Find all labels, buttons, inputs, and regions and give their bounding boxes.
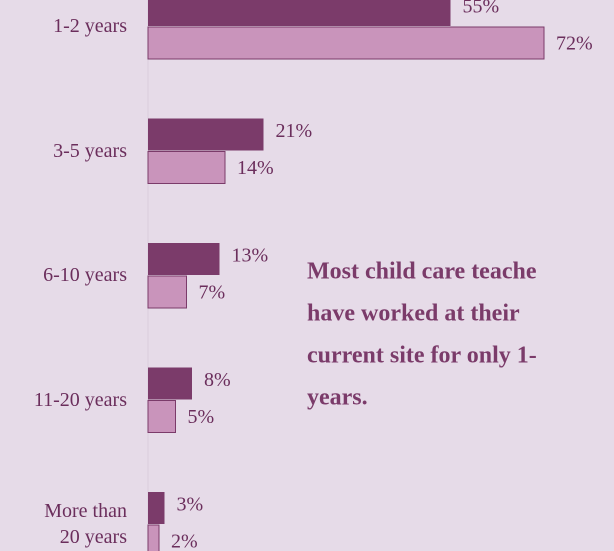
annotation: Most child care teache — [307, 259, 537, 285]
value-label: 21% — [276, 120, 313, 142]
bar — [148, 367, 192, 400]
value-label: 8% — [204, 369, 231, 391]
bar — [148, 243, 220, 275]
value-label: 3% — [177, 494, 204, 516]
annotation: current site for only 1- — [307, 343, 537, 369]
bar — [147, 151, 226, 184]
value-label: 13% — [232, 245, 269, 267]
bar — [147, 26, 545, 60]
bar — [148, 118, 264, 151]
bar — [147, 524, 160, 551]
category-label: More than 20 years — [44, 500, 127, 548]
annotation: years. — [307, 385, 368, 411]
value-label: 5% — [188, 406, 215, 428]
bar — [148, 492, 165, 524]
value-label: 7% — [199, 282, 226, 304]
category-label: 3-5 years — [53, 139, 127, 162]
category-label: 11-20 years — [33, 388, 127, 411]
value-label: 2% — [171, 531, 198, 551]
value-label: 14% — [237, 157, 274, 179]
category-label: 1-2 years — [53, 15, 127, 37]
annotation: have worked at their — [307, 301, 520, 327]
value-label: 55% — [463, 0, 500, 18]
bar — [148, 0, 451, 26]
bar — [147, 275, 187, 309]
bar — [147, 400, 176, 433]
value-label: 72% — [556, 33, 593, 55]
category-label: 6-10 years — [43, 264, 127, 286]
